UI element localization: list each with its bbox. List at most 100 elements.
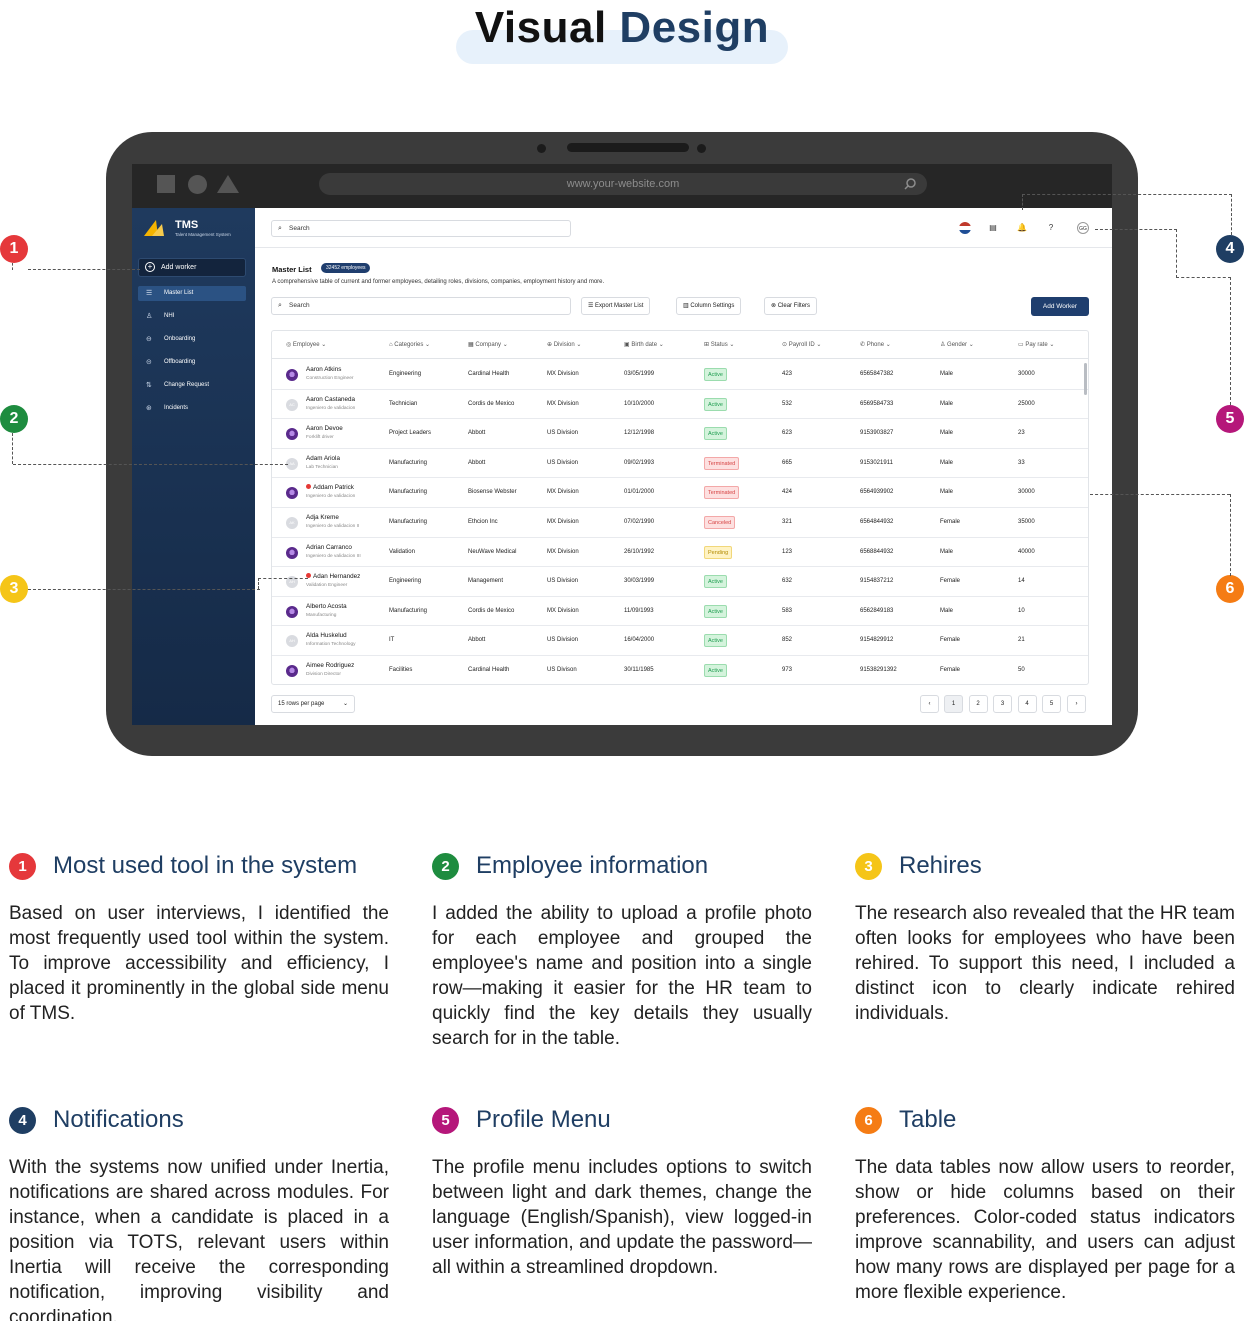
chevron-down-icon: ⌄ [342, 701, 348, 707]
column-header-label: Payroll ID [788, 342, 815, 348]
table-row[interactable]: AH Adan Hernandez Validation Engineer Engin… [272, 567, 1088, 597]
clear-filters-button[interactable]: ⊗ Clear Filters [764, 297, 818, 315]
employee-name[interactable]: Aaron Atkins [306, 366, 341, 374]
column-header-company[interactable]: ▦ Company ⌄ [468, 331, 508, 359]
table-row[interactable]: Adrian Carranco Ingeniero de validacion I… [272, 538, 1088, 568]
sidebar-item-label: Offboarding [164, 359, 196, 365]
column-header-gender[interactable]: ♙ Gender ⌄ [940, 331, 974, 359]
inbox-icon[interactable]: ▤ [989, 223, 997, 232]
sidebar-item-onboarding[interactable]: ⊖ Onboarding [138, 332, 246, 347]
cell-company: Abbott [468, 430, 486, 437]
chevron-down-icon: ⌄ [967, 342, 974, 348]
table-row[interactable]: Addam Patrick Ingeniero de validacion Manu… [272, 478, 1088, 508]
employee-position: Ingeniero de validacion III [306, 553, 361, 559]
section-body: The research also revealed that the HR t… [855, 903, 1235, 1024]
employee-name[interactable]: Adan Hernandez [306, 573, 360, 581]
sidebar-item-master-list[interactable]: ☰ Master List [138, 286, 246, 301]
section-profile-menu: 5 Profile Menu The profile menu includes o… [432, 1106, 812, 1280]
employee-name[interactable]: Addam Patrick [306, 484, 354, 492]
callout-connector [1176, 277, 1231, 278]
cell-division: MX Division [547, 548, 579, 555]
table-row[interactable]: Alberto Acosta Manufacturing Manufacturing… [272, 597, 1088, 627]
chevron-down-icon: ⌄ [884, 342, 891, 348]
column-header-label: Pay rate [1025, 342, 1048, 348]
column-header-label: Status [710, 342, 728, 348]
table-row[interactable]: Aaron Devoe Forklift driver Project Leader… [272, 419, 1088, 449]
cell-payroll: 424 [782, 489, 793, 496]
column-header-label: Birth date [631, 342, 658, 348]
sidebar-item-offboarding[interactable]: ⊝ Offboarding [138, 355, 246, 370]
sidebar-item-nhi[interactable]: ♙ NHI [138, 309, 246, 324]
rows-per-page-select[interactable]: 15 rows per page ⌄ [271, 695, 355, 713]
global-search-input[interactable]: ⌕ Search [271, 220, 571, 237]
table-row[interactable]: AH Alda Huskelud Information Technology IT A… [272, 626, 1088, 656]
callout-connector [1230, 494, 1231, 576]
table-search-input[interactable]: ⌕ Search [271, 297, 571, 315]
cell-gender: Female [940, 637, 961, 644]
language-flag-icon[interactable] [959, 222, 971, 234]
table-row[interactable]: Aaron Atkins Construction Engineer Enginee… [272, 360, 1088, 390]
button-label: Clear Filters [777, 303, 811, 309]
page-button-2[interactable]: 2 [968, 695, 988, 713]
brand[interactable]: TMS Talent Management System [142, 216, 252, 242]
cell-pay: 33 [1018, 459, 1025, 466]
bell-icon[interactable]: 🔔 [1017, 223, 1027, 232]
circle-icon [188, 175, 207, 194]
column-header-categories[interactable]: ⌂ Categories ⌄ [389, 331, 430, 359]
status-badge: Canceled [704, 516, 736, 529]
cell-payroll: 623 [782, 430, 793, 437]
help-icon[interactable]: ? [1048, 223, 1054, 232]
employee-name[interactable]: Alberto Acosta [306, 603, 347, 611]
cell-category: Manufacturing [389, 607, 428, 614]
url-bar[interactable]: www.your-website.com [319, 173, 927, 195]
table-row[interactable]: Aimee Rodriguez Division Director Faciliti… [272, 656, 1088, 684]
column-header-pay-rate[interactable]: ▭ Pay rate ⌄ [1018, 331, 1054, 359]
column-header-payroll-id[interactable]: ⊙ Payroll ID ⌄ [782, 331, 821, 359]
column-header-label: Company [475, 342, 502, 348]
cell-payroll: 665 [782, 459, 793, 466]
export-master-list-button[interactable]: ☰ Export Master List [581, 297, 651, 315]
page-button-1[interactable]: 1 [944, 695, 963, 713]
rehire-icon [306, 484, 311, 490]
employee-name[interactable]: Aimee Rodriguez [306, 662, 354, 670]
gender-icon: ♙ [940, 342, 948, 348]
add-worker-button[interactable]: + Add worker [138, 258, 246, 277]
page-button-3[interactable]: 3 [993, 695, 1012, 713]
add-worker-primary-button[interactable]: Add Worker [1031, 297, 1089, 316]
table-row[interactable]: AC Aaron Castaneda Ingeniero de validacion… [272, 390, 1088, 420]
column-header-status[interactable]: ⊞ Status ⌄ [704, 331, 734, 359]
search-icon: ⌕ [278, 302, 282, 309]
employee-name[interactable]: Alda Huskelud [306, 632, 347, 640]
column-settings-button[interactable]: ▥ Column Settings [676, 297, 742, 315]
table-row[interactable]: AK Adja Kreme Ingeniero de validacion II Ma… [272, 508, 1088, 538]
sidebar-item-change-request[interactable]: ⇅ Change Request [138, 378, 246, 393]
sidebar-item-incidents[interactable]: ⊛ Incidents [138, 401, 246, 416]
clear-icon: ⊗ [771, 303, 778, 309]
column-header-division[interactable]: ⊕ Division ⌄ [547, 331, 581, 359]
column-header-employee[interactable]: ◎ Employee ⌄ [286, 331, 326, 359]
employee-name[interactable]: Aaron Devoe [306, 425, 343, 433]
employee-name[interactable]: Adrian Carranco [306, 544, 352, 552]
chevron-down-icon: ⌄ [657, 342, 664, 348]
employee-name[interactable]: Aaron Castaneda [306, 396, 355, 404]
cell-company: Ethcion Inc [468, 519, 498, 525]
prev-page-button[interactable]: ‹ [920, 695, 939, 713]
section-header: 5 Profile Menu [432, 1106, 812, 1137]
section-body: Based on user interviews, I identified t… [9, 903, 389, 1024]
cell-company: Cordis de Mexico [468, 607, 515, 614]
column-header-phone[interactable]: ✆ Phone ⌄ [860, 331, 891, 359]
page-button-4[interactable]: 4 [1017, 695, 1037, 713]
table-scrollbar[interactable] [1084, 363, 1087, 395]
chevron-down-icon: ⌄ [1047, 342, 1055, 348]
callout-connector [28, 589, 260, 590]
table-row[interactable]: AA Adam Ariola Lab Technician Manufacturing… [272, 449, 1088, 479]
employee-name[interactable]: Adam Ariola [306, 455, 340, 463]
search-icon[interactable] [903, 177, 917, 191]
column-header-birth-date[interactable]: ▣ Birth date ⌄ [624, 331, 664, 359]
cell-category: Facilities [389, 667, 413, 673]
next-page-button[interactable]: › [1067, 695, 1086, 713]
avatar[interactable]: GG [1077, 222, 1089, 234]
page-button-5[interactable]: 5 [1042, 695, 1061, 713]
employee-name[interactable]: Adja Kreme [306, 514, 339, 522]
triangle-icon [217, 175, 239, 193]
